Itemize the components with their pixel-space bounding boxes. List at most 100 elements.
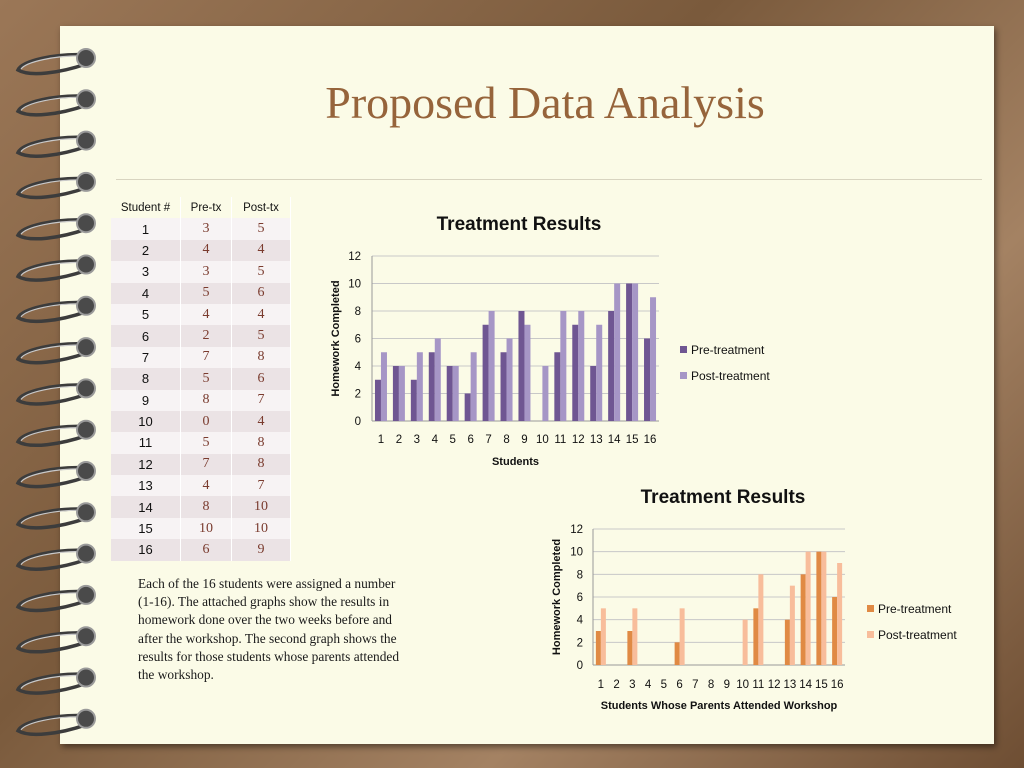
y-tick-label: 0	[355, 416, 361, 428]
post-tx-cell: 5	[231, 325, 291, 347]
x-tick-label: 14	[799, 679, 812, 691]
bar-post-treatment	[632, 283, 639, 421]
student-cell: 2	[111, 239, 181, 262]
bar-pre-treatment	[392, 366, 399, 421]
table-header-row: Student # Pre-tx Post-tx	[111, 197, 291, 219]
x-tick-label: 13	[783, 679, 796, 691]
binding-ring	[15, 295, 96, 324]
pre-tx-cell: 4	[180, 239, 232, 262]
x-tick-label: 3	[414, 434, 420, 446]
binding-ring	[15, 254, 96, 282]
post-tx-cell: 6	[231, 368, 291, 390]
binding-ring	[15, 378, 96, 406]
bar-pre-treatment	[572, 324, 579, 421]
student-cell: 15	[111, 517, 181, 540]
table-row: 15 10 10	[111, 517, 291, 540]
y-tick-label: 0	[577, 660, 583, 672]
x-tick-label: 13	[590, 434, 603, 446]
student-cell: 3	[111, 261, 181, 283]
y-tick-label: 12	[348, 251, 361, 263]
pre-tx-cell: 7	[180, 346, 232, 369]
bar-pre-treatment	[374, 379, 381, 421]
y-tick-label: 10	[570, 547, 583, 559]
table-row: 13 4 7	[111, 475, 291, 497]
bar-post-treatment	[452, 366, 459, 421]
bar-post-treatment	[632, 608, 638, 665]
x-tick-label: 15	[626, 434, 639, 446]
x-tick-label: 12	[768, 679, 781, 691]
bar-post-treatment	[679, 608, 685, 665]
y-axis-label: Homework Completed	[330, 280, 342, 396]
binding-ring	[15, 543, 96, 571]
bar-pre-treatment	[428, 352, 435, 421]
y-tick-label: 2	[577, 637, 583, 649]
student-cell: 5	[111, 303, 181, 326]
chart-title: Treatment Results	[641, 487, 806, 508]
bar-post-treatment	[524, 324, 531, 421]
title-divider	[116, 179, 982, 180]
post-tx-cell: 7	[231, 475, 291, 497]
binding-ring	[15, 667, 96, 695]
pre-tx-cell: 5	[180, 432, 232, 454]
student-cell: 1	[111, 218, 181, 240]
bar-pre-treatment	[832, 597, 838, 665]
x-tick-label: 12	[572, 434, 585, 446]
y-tick-label: 8	[355, 306, 361, 318]
post-tx-cell: 6	[231, 282, 291, 304]
bar-post-treatment	[837, 563, 843, 665]
y-tick-label: 6	[355, 334, 361, 346]
post-tx-cell: 10	[231, 496, 291, 518]
x-axis-label: Students	[492, 456, 539, 468]
bar-post-treatment	[614, 283, 621, 421]
binding-ring	[15, 461, 96, 489]
table-header-post: Post-tx	[231, 197, 291, 219]
student-cell: 12	[111, 453, 181, 476]
pre-tx-cell: 3	[180, 218, 232, 240]
x-tick-label: 6	[676, 679, 682, 691]
post-tx-cell: 8	[231, 432, 291, 454]
binding-ring	[15, 213, 96, 241]
y-axis-label: Homework Completed	[551, 539, 563, 655]
legend-swatch	[680, 372, 687, 379]
legend-label: Post-treatment	[878, 628, 957, 642]
student-cell: 11	[111, 432, 181, 454]
bar-pre-treatment	[627, 631, 633, 665]
student-cell: 13	[111, 475, 181, 497]
post-tx-cell: 4	[231, 303, 291, 326]
post-tx-cell: 8	[231, 346, 291, 369]
legend-swatch	[867, 605, 874, 612]
table-row: 12 7 8	[111, 453, 291, 476]
table-row: 11 5 8	[111, 432, 291, 454]
binding-ring	[15, 337, 96, 365]
x-tick-label: 14	[608, 434, 621, 446]
x-tick-label: 8	[708, 679, 714, 691]
table-header-pre: Pre-tx	[180, 197, 232, 219]
bar-pre-treatment	[800, 574, 806, 665]
table-row: 14 8 10	[111, 496, 291, 518]
x-tick-label: 15	[815, 679, 828, 691]
pre-tx-cell: 6	[180, 539, 232, 561]
post-tx-cell: 9	[231, 539, 291, 561]
x-tick-label: 11	[752, 679, 764, 691]
bar-post-treatment	[650, 297, 657, 421]
bar-pre-treatment	[674, 642, 680, 665]
bar-pre-treatment	[595, 631, 601, 665]
bar-post-treatment	[416, 352, 423, 421]
bar-pre-treatment	[644, 338, 651, 421]
bar-post-treatment	[506, 338, 513, 421]
bar-post-treatment	[758, 574, 764, 665]
x-tick-label: 7	[485, 434, 491, 446]
bar-post-treatment	[470, 352, 477, 421]
bar-post-treatment	[742, 619, 748, 665]
x-tick-label: 5	[450, 434, 456, 446]
student-cell: 9	[111, 389, 181, 411]
y-tick-label: 12	[570, 524, 583, 536]
pre-tx-cell: 5	[180, 282, 232, 304]
